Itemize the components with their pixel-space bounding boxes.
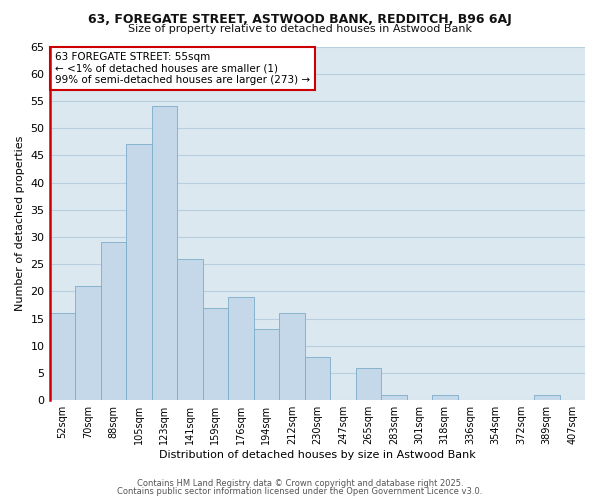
Text: Contains HM Land Registry data © Crown copyright and database right 2025.: Contains HM Land Registry data © Crown c… bbox=[137, 478, 463, 488]
Bar bbox=[101, 242, 126, 400]
Bar bbox=[381, 395, 407, 400]
Text: Size of property relative to detached houses in Astwood Bank: Size of property relative to detached ho… bbox=[128, 24, 472, 34]
Text: 63 FOREGATE STREET: 55sqm
← <1% of detached houses are smaller (1)
99% of semi-d: 63 FOREGATE STREET: 55sqm ← <1% of detac… bbox=[55, 52, 310, 86]
Bar bbox=[152, 106, 177, 400]
Y-axis label: Number of detached properties: Number of detached properties bbox=[15, 136, 25, 311]
Bar bbox=[534, 395, 560, 400]
Bar bbox=[305, 356, 330, 400]
Text: 63, FOREGATE STREET, ASTWOOD BANK, REDDITCH, B96 6AJ: 63, FOREGATE STREET, ASTWOOD BANK, REDDI… bbox=[88, 12, 512, 26]
Bar bbox=[356, 368, 381, 400]
Bar bbox=[177, 258, 203, 400]
Text: Contains public sector information licensed under the Open Government Licence v3: Contains public sector information licen… bbox=[118, 487, 482, 496]
Bar bbox=[203, 308, 228, 400]
X-axis label: Distribution of detached houses by size in Astwood Bank: Distribution of detached houses by size … bbox=[159, 450, 476, 460]
Bar bbox=[126, 144, 152, 400]
Bar bbox=[279, 313, 305, 400]
Bar bbox=[432, 395, 458, 400]
Bar bbox=[75, 286, 101, 400]
Bar bbox=[50, 313, 75, 400]
Bar bbox=[254, 330, 279, 400]
Bar bbox=[228, 297, 254, 400]
